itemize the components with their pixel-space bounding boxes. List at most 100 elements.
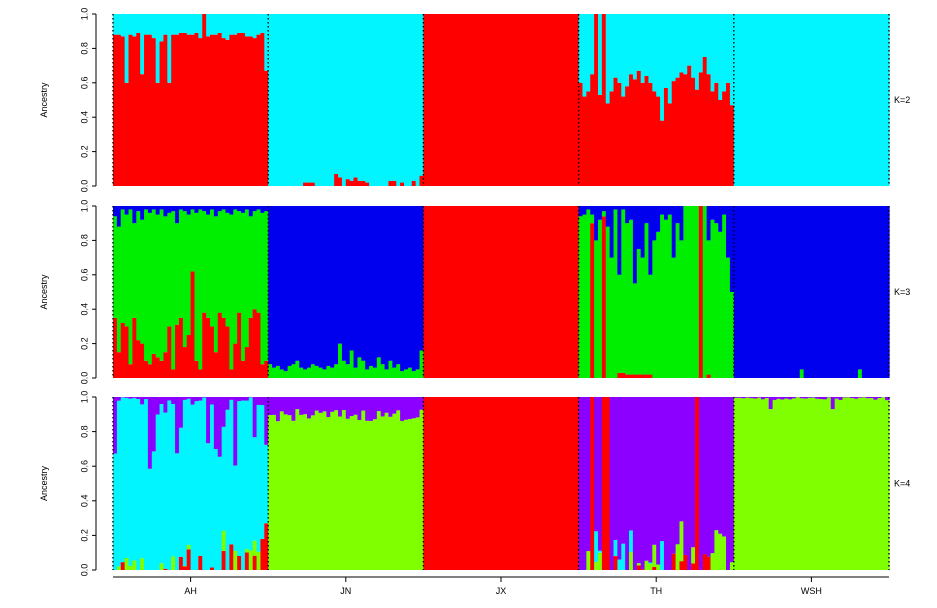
bar-ah-31 (229, 397, 234, 570)
segment-2 (671, 14, 677, 82)
segment-3 (598, 550, 603, 553)
segment-2 (749, 398, 754, 570)
segment-1 (601, 216, 607, 378)
segment-1 (155, 82, 161, 186)
bar-th-10 (613, 397, 618, 570)
segment-3 (159, 404, 165, 564)
bar-jx-40 (574, 14, 580, 186)
bar-jx-6 (442, 206, 448, 378)
bar-jx-7 (446, 397, 452, 570)
segment-1 (171, 369, 176, 378)
bar-th-32 (698, 397, 704, 570)
segment-3 (807, 206, 812, 378)
segment-2 (803, 14, 809, 186)
segment-1 (512, 397, 518, 570)
segment-1 (535, 14, 541, 186)
segment-4 (807, 397, 812, 398)
segment-4 (213, 397, 219, 450)
segment-3 (400, 206, 405, 372)
segment-1 (454, 14, 459, 186)
y-axis-label: Ancestry (39, 274, 49, 310)
bar-wsh-26 (830, 14, 836, 186)
segment-2 (186, 544, 192, 550)
segment-2 (303, 414, 308, 570)
bar-wsh-11 (772, 14, 778, 186)
bar-wsh-20 (807, 14, 812, 186)
segment-2 (151, 14, 157, 39)
segment-1 (237, 555, 242, 570)
segment-1 (640, 82, 646, 186)
segment-4 (865, 397, 871, 399)
segment-2 (279, 369, 285, 378)
bar-ah-29 (221, 206, 227, 378)
bar-th-31 (695, 14, 700, 186)
segment-2 (275, 421, 281, 570)
bar-wsh-30 (846, 14, 851, 186)
bar-th-4 (590, 14, 595, 186)
bar-ah-28 (217, 206, 223, 378)
bar-jx-10 (458, 206, 463, 378)
bar-jn-37 (407, 14, 413, 186)
segment-3 (353, 206, 359, 368)
segment-1 (563, 397, 568, 570)
bar-jn-22 (349, 206, 355, 378)
segment-2 (384, 412, 390, 570)
segment-2 (788, 14, 793, 186)
bar-ah-24 (202, 14, 207, 186)
bar-th-3 (586, 397, 591, 570)
segment-2 (722, 536, 727, 570)
segment-2 (714, 530, 719, 570)
segment-1 (446, 14, 452, 186)
segment-2 (582, 14, 587, 97)
bar-jx-24 (512, 14, 518, 186)
segment-1 (163, 34, 168, 186)
segment-2 (636, 563, 642, 566)
segment-1 (419, 175, 424, 186)
segment-1 (186, 549, 192, 570)
segment-3 (361, 206, 366, 361)
bar-wsh-37 (873, 206, 878, 378)
segment-3 (202, 397, 207, 570)
segment-3 (244, 400, 250, 550)
segment-4 (404, 397, 409, 420)
bar-ah-6 (132, 206, 137, 378)
segment-2 (695, 206, 700, 378)
segment-3 (632, 206, 638, 284)
bar-ah-15 (167, 397, 172, 570)
segment-2 (307, 367, 312, 378)
segment-2 (171, 211, 176, 370)
segment-1 (493, 397, 498, 570)
segment-2 (396, 14, 401, 186)
segment-1 (640, 569, 646, 570)
segment-2 (217, 14, 223, 33)
bar-th-34 (706, 206, 712, 378)
bar-wsh-10 (768, 206, 774, 378)
bar-wsh-33 (857, 206, 863, 378)
bar-th-11 (617, 397, 622, 570)
bar-wsh-19 (803, 14, 809, 186)
bar-wsh-36 (869, 206, 875, 378)
segment-3 (299, 206, 304, 368)
segment-1 (225, 326, 230, 378)
segment-2 (334, 14, 339, 174)
segment-4 (252, 397, 258, 438)
segment-4 (128, 397, 133, 399)
segment-1 (563, 206, 568, 378)
bar-ah-34 (241, 397, 246, 570)
bar-ah-5 (128, 14, 133, 186)
segment-2 (586, 14, 591, 92)
segment-2 (629, 219, 634, 375)
bar-th-39 (726, 206, 731, 378)
bar-wsh-31 (850, 206, 855, 378)
segment-3 (625, 206, 630, 224)
segment-4 (299, 397, 304, 415)
segment-2 (299, 14, 304, 186)
bar-jx-19 (493, 397, 498, 570)
segment-3 (178, 427, 184, 557)
segment-2 (365, 14, 370, 183)
segment-2 (163, 14, 168, 35)
segment-3 (113, 453, 118, 570)
bar-jx-39 (570, 14, 576, 186)
bar-jn-6 (287, 14, 293, 186)
segment-2 (617, 14, 622, 83)
